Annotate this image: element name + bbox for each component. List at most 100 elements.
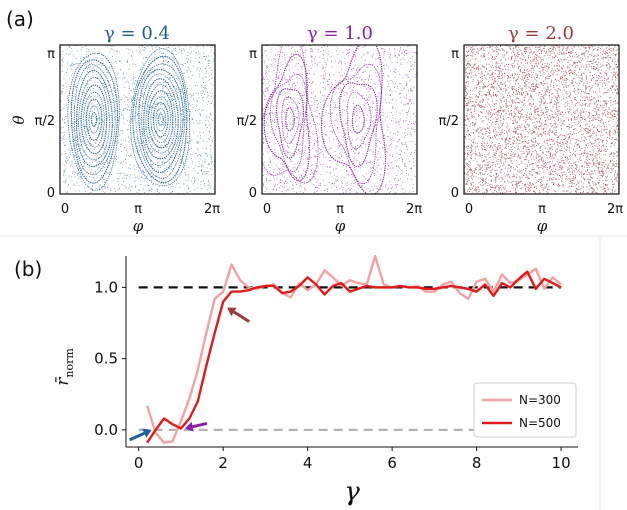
orbit-point [513,117,514,119]
orbit-point [547,139,549,141]
orbit-point [61,137,63,139]
orbit-point [92,123,93,125]
orbit-point [107,101,109,103]
orbit-point [84,64,86,65]
orbit-point [361,56,362,58]
orbit-point [269,158,271,160]
orbit-point [595,160,597,162]
orbit-point [539,118,541,119]
orbit-point [110,62,112,64]
orbit-point [345,122,347,124]
orbit-point [521,134,523,136]
orbit-point [521,67,523,69]
orbit-point [554,142,556,144]
orbit-point [486,167,488,169]
orbit-point [180,99,182,100]
orbit-point [73,174,75,176]
orbit-point [314,56,316,58]
orbit-point [348,48,350,50]
orbit-point [529,95,531,97]
orbit-point [194,170,196,172]
orbit-point [526,80,528,82]
orbit-point [598,148,600,150]
orbit-point [502,94,504,96]
orbit-point [81,125,83,127]
orbit-point [279,46,281,48]
orbit-point [149,172,151,174]
orbit-point [274,91,276,93]
orbit-point [497,77,499,79]
orbit-point [128,101,130,103]
orbit-point [314,115,316,117]
orbit-point [392,114,394,116]
orbit-point [368,110,370,111]
orbit-point [338,97,339,99]
orbit-point [316,181,318,183]
orbit-point [99,78,101,79]
orbit-ring [150,96,171,143]
orbit-point [67,149,69,151]
orbit-point [210,155,212,157]
orbit-point [131,132,133,134]
orbit-point [166,61,168,63]
orbit-point [359,164,361,165]
orbit-point [324,141,325,143]
orbit-point [487,98,489,100]
orbit-point [533,159,535,161]
orbit-point [373,53,374,55]
orbit-point [319,164,321,166]
orbit-point [88,167,90,169]
orbit-point [548,161,550,163]
orbit-point [543,190,544,192]
orbit-point [371,121,373,123]
orbit-point [102,170,104,172]
orbit-point [484,127,486,129]
orbit-point [501,100,503,102]
orbit-point [210,136,212,138]
orbit-point [401,157,403,159]
orbit-point [171,53,173,54]
orbit-point [279,187,281,188]
orbit-point [467,135,469,137]
orbit-point [167,182,169,184]
orbit-point [324,62,326,64]
orbit-point [70,64,72,66]
orbit-point [496,160,498,162]
orbit-point [328,98,330,99]
orbit-point [470,176,472,178]
orbit-point [592,153,594,155]
orbit-point [174,49,176,51]
orbit-point [72,64,74,66]
orbit-point [300,123,302,125]
orbit-point [472,182,474,183]
orbit-point [269,113,270,115]
orbit-point [202,79,204,81]
orbit-point [415,150,416,152]
orbit-point [538,57,540,58]
orbit-point [340,145,342,147]
orbit-point [93,116,95,118]
orbit-point [314,99,316,101]
orbit-point [569,63,571,65]
orbit-point [325,134,326,136]
phase-orbits [464,45,619,194]
orbit-ring [130,48,191,187]
orbit-point [519,115,521,117]
orbit-point [565,97,567,98]
orbit-point [322,64,324,66]
orbit-point [404,51,406,53]
orbit-point [404,75,406,77]
orbit-point [304,130,306,132]
orbit-point [368,142,370,143]
orbit-point [94,179,96,181]
orbit-point [526,70,528,72]
orbit-point [534,105,536,107]
orbit-point [577,108,579,110]
orbit-point [561,136,563,138]
orbit-point [508,108,509,110]
orbit-layer [464,45,619,194]
orbit-point [472,191,474,193]
orbit-point [277,68,279,70]
orbit-point [359,117,361,119]
orbit-point [162,52,164,54]
